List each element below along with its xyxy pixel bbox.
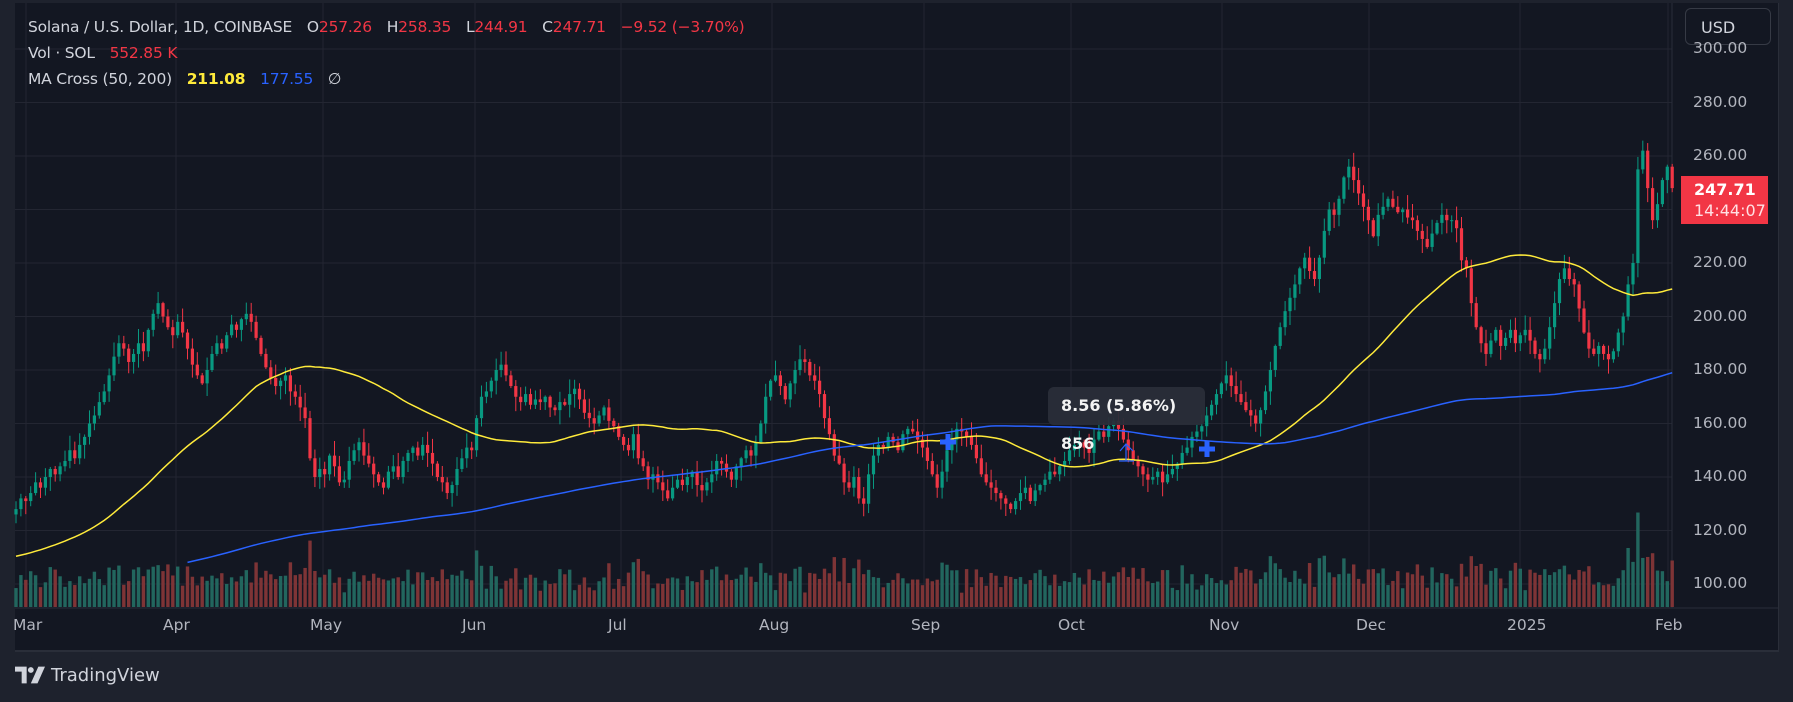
price-tick: 160.00	[1693, 413, 1748, 432]
high-value: 258.35	[398, 18, 452, 36]
high-label: H	[386, 18, 399, 36]
change-value: −9.52 (−3.70%)	[620, 18, 745, 36]
price-tick: 140.00	[1693, 467, 1748, 485]
open-label: O	[306, 18, 319, 36]
volume-value: 552.85 K	[109, 44, 178, 62]
price-tick: 100.00	[1693, 574, 1748, 592]
moving-averages	[15, 254, 1673, 564]
legend-volume-row[interactable]: Vol · SOL 552.85 K	[28, 40, 745, 66]
time-tick: Dec	[1356, 616, 1386, 634]
cross-markers	[940, 434, 1215, 462]
currency-button[interactable]: USD	[1685, 8, 1771, 45]
grid-lines	[15, 3, 1778, 609]
time-tick: Sep	[911, 616, 941, 634]
ma-label: MA Cross (50, 200)	[28, 70, 172, 88]
price-tick: 260.00	[1693, 146, 1748, 164]
time-tick: Oct	[1058, 616, 1085, 634]
price-tick: 120.00	[1693, 520, 1748, 539]
time-tick: Nov	[1209, 616, 1240, 634]
ma-50-line	[15, 254, 1673, 558]
last-price-value: 247.71	[1694, 180, 1756, 199]
low-label: L	[465, 18, 475, 36]
time-tick: Aug	[759, 616, 790, 634]
volume-label: Vol · SOL	[28, 44, 95, 62]
time-tick: Jul	[608, 616, 627, 634]
last-price-label: 247.71 14:44:07	[1681, 176, 1768, 224]
candlesticks	[14, 140, 1674, 524]
ma-settings-icon[interactable]: ∅	[327, 70, 342, 88]
close-label: C	[542, 18, 553, 36]
ma-200-line	[187, 372, 1673, 564]
close-value: 247.71	[552, 18, 606, 36]
time-tick: Jun	[462, 616, 487, 634]
tradingview-logo-icon	[15, 666, 45, 684]
measure-tooltip: 8.56 (5.86%) 856	[1048, 387, 1205, 453]
low-value: 244.91	[474, 18, 528, 36]
open-value: 257.26	[318, 18, 372, 36]
legend-symbol-row: Solana / U.S. Dollar, 1D, COINBASE O257.…	[28, 14, 745, 40]
time-tick: Apr	[163, 616, 190, 634]
price-tick: 280.00	[1693, 92, 1748, 111]
bar-countdown: 14:44:07	[1694, 201, 1766, 220]
price-tick: 220.00	[1693, 253, 1748, 271]
brand-name: TradingView	[51, 664, 160, 686]
volume-bars	[14, 512, 1674, 607]
price-tick: 300.00	[1693, 39, 1748, 57]
branding[interactable]: TradingView	[15, 660, 160, 690]
time-tick: Feb	[1655, 616, 1683, 634]
price-tick: 180.00	[1693, 360, 1748, 378]
price-tick: 200.00	[1693, 306, 1748, 325]
symbol-title[interactable]: Solana / U.S. Dollar, 1D, COINBASE	[28, 18, 293, 36]
time-tick: 2025	[1507, 616, 1547, 634]
legend-ma-row[interactable]: MA Cross (50, 200) 211.08 177.55 ∅	[28, 66, 745, 92]
time-tick: May	[310, 616, 343, 634]
chart-legend: Solana / U.S. Dollar, 1D, COINBASE O257.…	[28, 14, 745, 92]
ma-fast-value: 211.08	[186, 70, 246, 88]
time-tick: Mar	[13, 616, 43, 634]
ma-slow-value: 177.55	[260, 70, 314, 88]
